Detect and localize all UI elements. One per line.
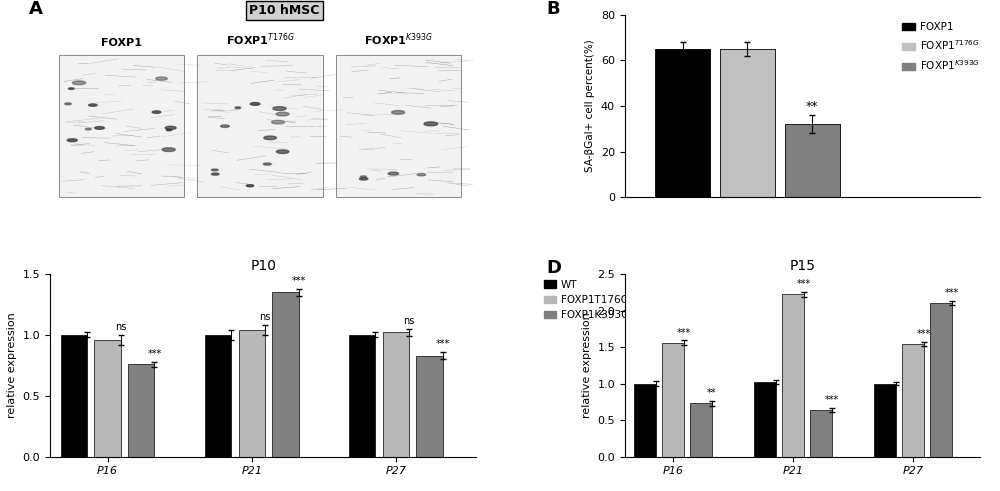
Bar [754,382,776,457]
Bar [902,344,924,457]
Bar [416,355,443,457]
Ellipse shape [246,185,254,187]
Y-axis label: relative expression: relative expression [7,312,17,418]
Text: D: D [547,259,562,277]
FancyBboxPatch shape [197,55,323,197]
Ellipse shape [272,120,285,124]
Bar [785,124,840,197]
Ellipse shape [156,77,167,80]
Ellipse shape [424,122,438,126]
Ellipse shape [276,150,289,154]
Bar [655,49,710,197]
Ellipse shape [263,163,271,165]
Text: ***: *** [291,275,306,286]
Bar [349,335,375,457]
Y-axis label: SA-βGal+ cell percent(%): SA-βGal+ cell percent(%) [585,40,595,172]
Ellipse shape [152,111,161,113]
Bar [874,383,896,457]
Ellipse shape [221,125,229,128]
Ellipse shape [69,88,74,89]
Bar [272,292,299,457]
Bar [930,303,952,457]
Ellipse shape [89,104,97,106]
Text: FOXP1: FOXP1 [101,38,142,48]
Bar [205,335,231,457]
Bar [128,364,154,457]
Bar [94,340,121,457]
Text: ***: *** [797,279,811,289]
Text: ***: *** [147,349,162,358]
Ellipse shape [165,126,176,130]
Ellipse shape [162,148,175,152]
Ellipse shape [273,107,286,110]
Ellipse shape [211,173,219,175]
Bar [61,335,87,457]
Text: ns: ns [403,316,415,326]
Ellipse shape [359,178,368,180]
Bar [810,410,832,457]
Bar [383,332,409,457]
Ellipse shape [166,129,172,131]
Y-axis label: relative expression: relative expression [582,312,592,418]
Ellipse shape [360,176,367,178]
Bar [782,295,804,457]
FancyBboxPatch shape [59,55,184,197]
Ellipse shape [250,103,260,105]
Bar [239,330,265,457]
Text: B: B [547,0,560,18]
Bar [690,403,712,457]
Bar [720,49,775,197]
Text: ns: ns [115,322,127,332]
Ellipse shape [276,112,289,116]
Ellipse shape [388,172,399,175]
Text: A: A [29,0,43,18]
Text: **: ** [806,100,818,113]
Bar [662,343,684,457]
Text: ***: *** [436,339,450,349]
Ellipse shape [95,127,104,129]
Text: P10 hMSC: P10 hMSC [249,4,320,17]
Text: ***: *** [825,395,839,405]
Bar [634,383,656,457]
Title: P15: P15 [789,259,815,273]
Legend: WT, FOXP1T176G, FOXP1K393G: WT, FOXP1T176G, FOXP1K393G [540,275,633,325]
Text: FOXP1$^{K393G}$: FOXP1$^{K393G}$ [364,31,433,48]
Title: P10: P10 [250,259,276,273]
Legend: FOXP1, FOXP1$^{T176G}$, FOXP1$^{K393G}$: FOXP1, FOXP1$^{T176G}$, FOXP1$^{K393G}$ [900,20,982,74]
Text: ns: ns [259,312,271,322]
Text: ***: *** [677,327,691,338]
Ellipse shape [235,107,241,109]
Text: FOXP1$^{T176G}$: FOXP1$^{T176G}$ [226,31,294,48]
Text: ***: *** [917,329,931,339]
Ellipse shape [67,139,77,142]
Ellipse shape [65,103,71,105]
Ellipse shape [211,169,218,171]
Ellipse shape [264,136,276,139]
Text: ***: *** [945,288,959,298]
Ellipse shape [72,81,86,85]
Ellipse shape [417,173,426,176]
Ellipse shape [392,110,405,114]
Ellipse shape [85,128,91,130]
FancyBboxPatch shape [336,55,461,197]
Text: **: ** [707,388,717,398]
